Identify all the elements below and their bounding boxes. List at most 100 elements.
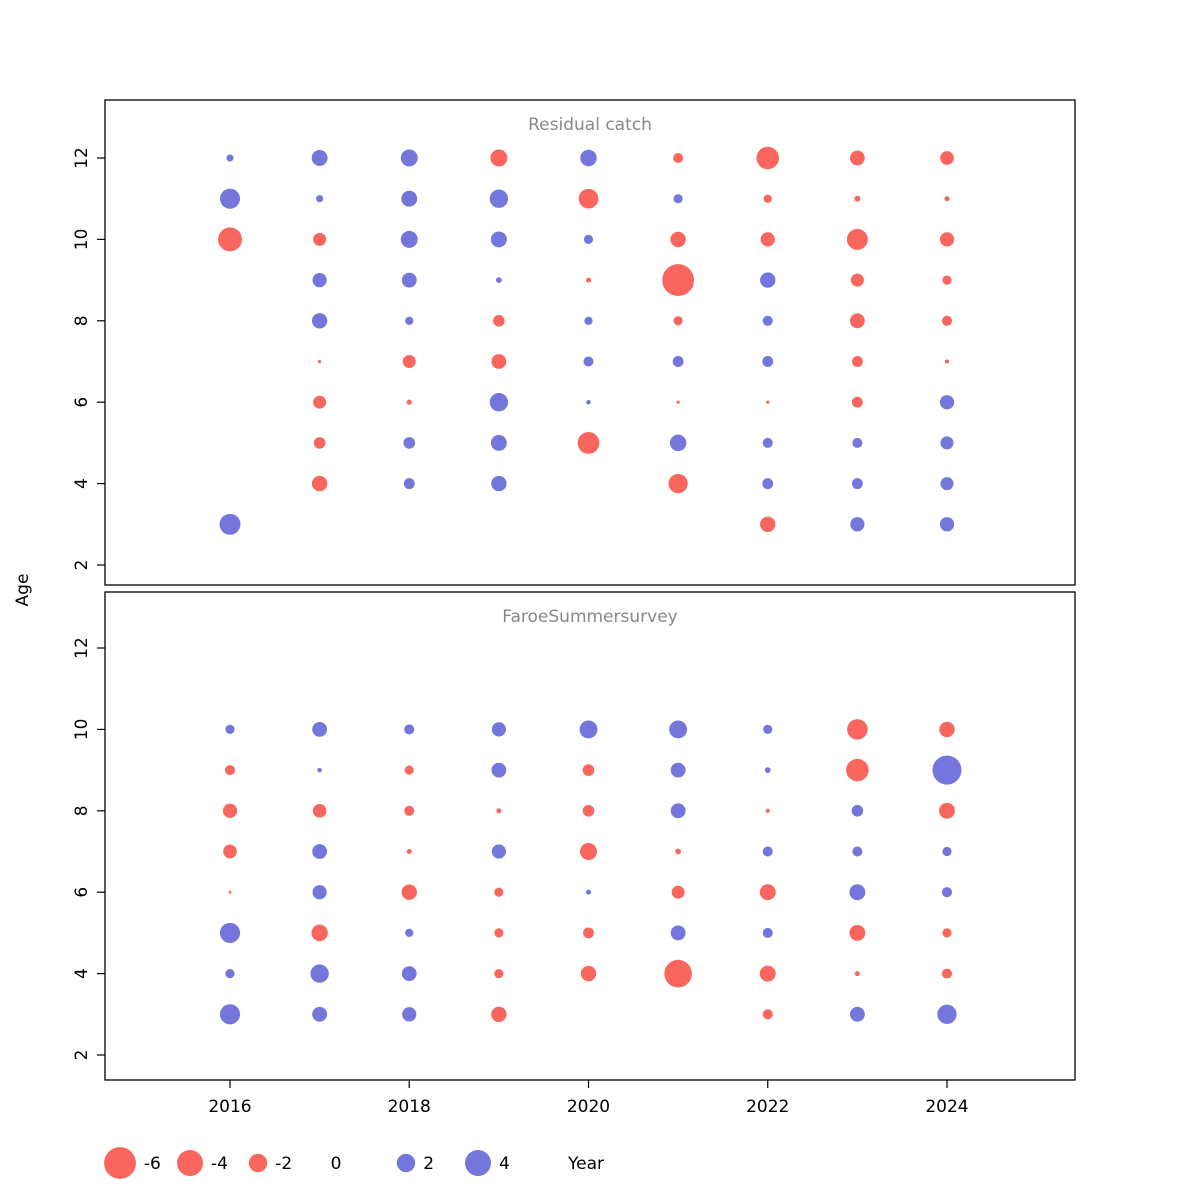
legend-bubble bbox=[177, 1150, 203, 1176]
bubble bbox=[585, 277, 592, 283]
bubble bbox=[669, 434, 687, 452]
bubble bbox=[764, 767, 771, 774]
bubble bbox=[670, 231, 686, 248]
bubble bbox=[496, 808, 502, 814]
bubble bbox=[942, 928, 952, 938]
bubble bbox=[406, 848, 412, 855]
panel-border bbox=[104, 591, 1076, 1081]
bubble bbox=[222, 803, 238, 818]
bubble bbox=[580, 843, 597, 860]
bubble bbox=[937, 1004, 957, 1024]
y-axis-title: Age bbox=[13, 574, 33, 607]
bubble bbox=[405, 316, 414, 325]
bubble bbox=[491, 475, 507, 492]
bubble bbox=[765, 808, 770, 813]
bubble bbox=[846, 228, 868, 250]
y-tick-label: 4 bbox=[72, 968, 92, 979]
y-tick-label: 8 bbox=[72, 805, 92, 816]
bubble bbox=[311, 924, 328, 942]
bubble bbox=[849, 1006, 865, 1022]
bubble bbox=[312, 885, 327, 900]
bubble bbox=[766, 400, 770, 404]
x-tick-label: 2020 bbox=[567, 1097, 610, 1117]
bubble bbox=[582, 764, 595, 776]
bubble bbox=[664, 959, 692, 988]
bubble bbox=[403, 437, 416, 449]
bubble bbox=[669, 720, 688, 739]
bubble bbox=[670, 762, 686, 778]
legend-bubble bbox=[104, 1147, 136, 1179]
bubble bbox=[670, 925, 686, 941]
bubble bbox=[940, 151, 954, 165]
panel-title: FaroeSummersurvey bbox=[502, 607, 677, 627]
bubble bbox=[402, 355, 416, 368]
bubble bbox=[941, 315, 953, 326]
bubble bbox=[311, 313, 328, 329]
bubble bbox=[673, 194, 683, 204]
bubble bbox=[400, 149, 418, 167]
bubble bbox=[495, 277, 502, 284]
panel-title: Residual catch bbox=[528, 115, 652, 135]
bubble bbox=[317, 767, 322, 773]
bubble bbox=[762, 437, 773, 448]
bubble bbox=[580, 965, 597, 982]
bubble bbox=[491, 762, 507, 778]
y-tick-label: 10 bbox=[72, 229, 92, 251]
bubble bbox=[312, 721, 328, 737]
x-tick-label: 2016 bbox=[208, 1097, 251, 1117]
bubble bbox=[852, 437, 863, 448]
bubble bbox=[942, 275, 952, 285]
bubble bbox=[402, 1007, 417, 1022]
bubble bbox=[583, 927, 594, 939]
legend-label: -2 bbox=[275, 1154, 292, 1174]
bubble bbox=[225, 969, 235, 979]
bubble bbox=[670, 803, 686, 819]
legend-bubble bbox=[396, 1153, 416, 1173]
bubble bbox=[942, 846, 952, 857]
bubble bbox=[400, 230, 418, 248]
bubble bbox=[932, 755, 962, 785]
bubble bbox=[405, 928, 414, 938]
bubble bbox=[760, 272, 776, 288]
bubble bbox=[490, 149, 508, 167]
bubble bbox=[762, 846, 773, 857]
bubble bbox=[850, 273, 864, 287]
legend-bubble bbox=[465, 1150, 491, 1176]
bubble bbox=[851, 356, 863, 367]
bubble bbox=[675, 848, 682, 855]
bubble bbox=[228, 890, 232, 894]
legend-label: -4 bbox=[211, 1154, 228, 1174]
bubble bbox=[939, 721, 955, 738]
bubble bbox=[219, 1004, 241, 1025]
bubble bbox=[941, 887, 953, 898]
bubble bbox=[846, 758, 869, 782]
bubble bbox=[311, 150, 328, 166]
bubble bbox=[849, 150, 865, 166]
bubble bbox=[579, 720, 598, 739]
bubble bbox=[401, 884, 417, 900]
bubble bbox=[489, 393, 509, 412]
bubble bbox=[404, 805, 415, 816]
bubble bbox=[401, 966, 417, 982]
bubble bbox=[219, 513, 241, 535]
bubble bbox=[762, 927, 773, 938]
bubble bbox=[671, 885, 685, 899]
bubble bbox=[586, 399, 591, 405]
bubble bbox=[312, 803, 327, 818]
bubble bbox=[577, 432, 600, 454]
bubble bbox=[219, 188, 241, 209]
bubble bbox=[854, 195, 861, 202]
bubble bbox=[939, 802, 955, 819]
bubble bbox=[756, 146, 780, 170]
bubble bbox=[854, 971, 860, 977]
bubble bbox=[662, 264, 695, 297]
y-tick-label: 2 bbox=[72, 1050, 92, 1061]
bubble bbox=[585, 889, 592, 895]
y-tick-label: 4 bbox=[72, 478, 92, 489]
bubble bbox=[578, 188, 599, 209]
y-tick-label: 10 bbox=[72, 719, 92, 741]
bubble bbox=[940, 436, 954, 450]
bubble bbox=[852, 846, 863, 857]
bubble bbox=[494, 969, 504, 979]
